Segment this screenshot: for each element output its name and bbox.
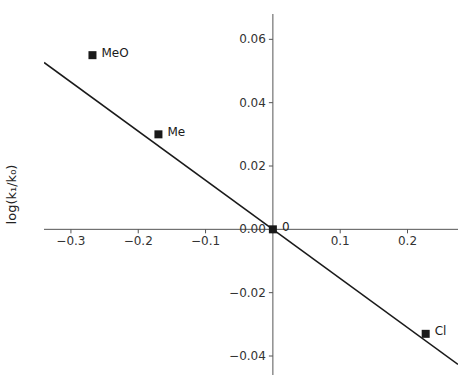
x-tick-label: 0.1 [331,234,350,248]
data-point [154,130,162,138]
x-tick [70,229,71,233]
annotations: MeO Me 0 Cl [101,46,446,339]
x-tick-label: −0.3 [56,234,85,248]
x-tick [138,229,139,233]
plot-area [44,51,458,364]
x-tick [407,229,408,233]
x-tick-label: −0.1 [191,234,220,248]
y-tick [269,166,273,167]
point-label: MeO [101,46,128,60]
y-axis-label: log(k₁/k₀) [4,165,19,225]
y-tick-label: −0.02 [229,286,266,300]
x-tick [205,229,206,233]
point-label: Me [167,125,185,139]
data-point [269,225,277,233]
x-tick-label: −0.2 [124,234,153,248]
y-tick [269,102,273,103]
y-tick-label: 0.06 [239,32,266,46]
x-tick-label: 0.2 [398,234,417,248]
y-tick [269,39,273,40]
data-point [88,51,96,59]
y-axis-line [272,14,273,375]
x-tick [340,229,341,233]
point-label: 0 [282,220,290,234]
y-tick [269,292,273,293]
data-point [422,330,430,338]
y-tick [269,356,273,357]
regression-line [44,62,458,364]
y-tick-label: 0.04 [239,96,266,110]
axes: −0.3 −0.2 −0.1 0.1 0.2 −0.04 −0.02 0.00 0.02 0.04… [44,14,458,375]
y-tick-label: −0.04 [229,349,266,363]
y-tick-label: 0.02 [239,159,266,173]
y-tick-label: 0.00 [239,222,266,236]
chart: −0.3 −0.2 −0.1 0.1 0.2 −0.04 −0.02 0.00 0.02 0.04… [0,0,474,389]
point-label: Cl [435,324,447,338]
